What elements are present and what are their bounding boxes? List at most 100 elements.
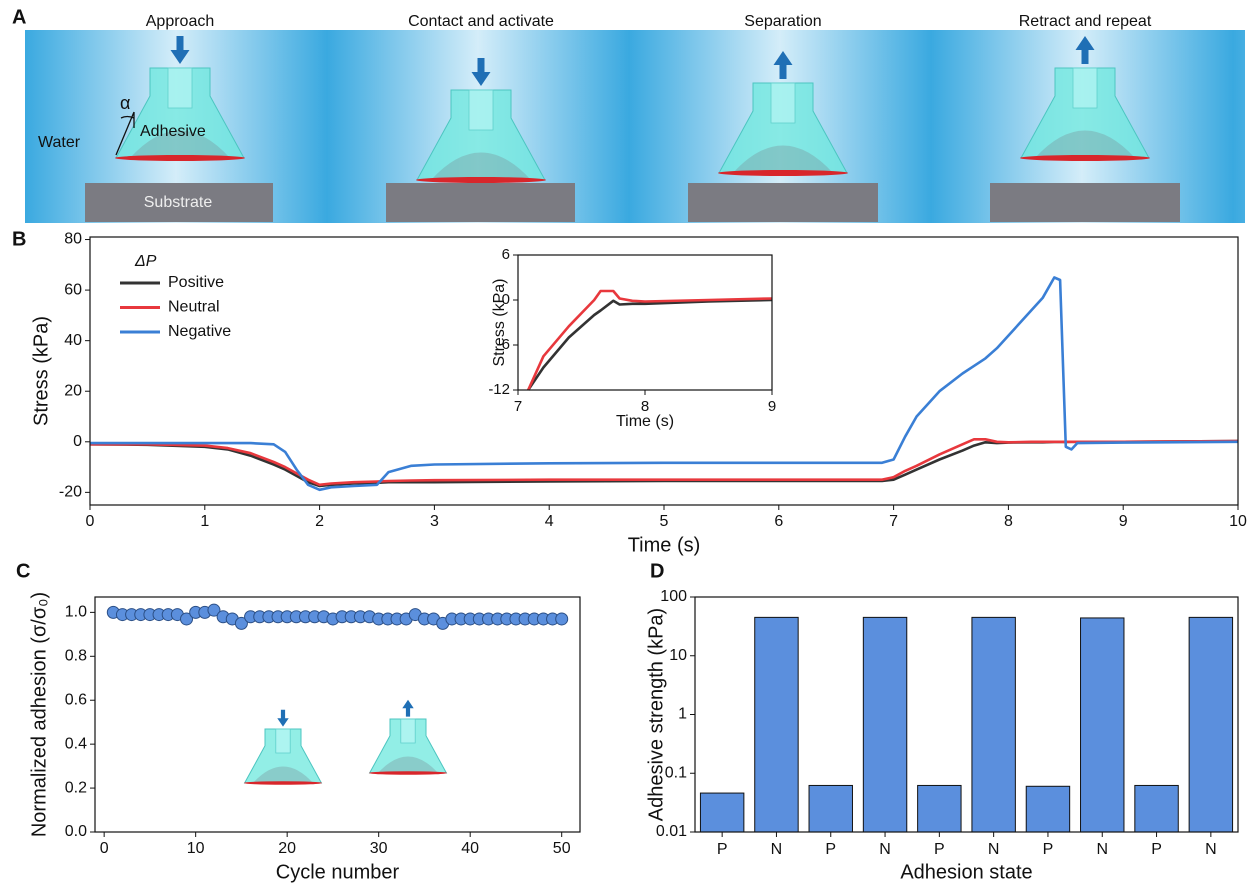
- y-axis-label: Stress (kPa): [30, 316, 52, 426]
- cone-dome: [378, 756, 438, 773]
- y-axis-label: Adhesive strength (kPa): [645, 608, 667, 821]
- x-tick-label: P: [717, 841, 728, 858]
- cone-dome: [130, 130, 230, 158]
- cone-dome: [733, 145, 833, 173]
- legend-title: ΔP: [134, 253, 157, 270]
- x-tick-label: 4: [545, 513, 554, 530]
- substrate: [386, 183, 575, 222]
- y-axis-label: Normalized adhesion (σ/σ₀): [28, 592, 50, 837]
- x-tick-label: N: [988, 841, 1000, 858]
- y-tick-label: 0: [73, 433, 82, 450]
- adhesive-rim: [718, 170, 848, 176]
- cone-stem: [468, 89, 494, 131]
- plot-area: [518, 255, 772, 390]
- step-title: Contact and activate: [408, 13, 554, 30]
- x-tick-label: 9: [1119, 513, 1128, 530]
- panel-label: D: [650, 560, 664, 582]
- cone-stem: [1072, 67, 1098, 109]
- y-tick-label: -20: [59, 484, 82, 501]
- x-tick-label: 0: [86, 513, 95, 530]
- data-line: [90, 438, 1239, 487]
- y-tick-label: -12: [488, 381, 510, 398]
- y-tick-label: 1.0: [65, 604, 87, 621]
- x-tick-label: 10: [1229, 513, 1247, 530]
- x-tick-label: 7: [889, 513, 898, 530]
- x-tick-label: 1: [200, 513, 209, 530]
- y-tick-label: 40: [64, 332, 82, 349]
- step-title: Retract and repeat: [1019, 13, 1152, 30]
- x-tick-label: P: [934, 841, 945, 858]
- substrate-label: Substrate: [144, 194, 213, 211]
- x-tick-label: 9: [768, 398, 776, 415]
- legend-label: Neutral: [168, 299, 220, 316]
- up-arrow: [402, 699, 414, 717]
- y-tick-label: 0.6: [65, 691, 87, 708]
- x-tick-label: 8: [641, 398, 649, 415]
- cone-dome: [1035, 130, 1135, 158]
- y-tick-label: 0.8: [65, 648, 87, 665]
- x-tick-label: N: [771, 841, 783, 858]
- step-title: Approach: [146, 13, 215, 30]
- plot-frame: [694, 596, 1239, 833]
- bar: [754, 616, 799, 833]
- panel-label: C: [16, 560, 30, 582]
- data-point: [180, 612, 194, 626]
- cone-stem: [770, 82, 796, 124]
- bar: [1188, 616, 1234, 833]
- x-tick-label: 7: [514, 398, 522, 415]
- bar: [808, 784, 853, 833]
- y-tick-label: 0.4: [65, 735, 87, 752]
- y-tick-label: 20: [64, 382, 82, 399]
- bar: [1025, 785, 1071, 833]
- y-tick-label: 0.01: [656, 823, 687, 840]
- y-tick-label: 60: [64, 281, 82, 298]
- x-tick-label: P: [825, 841, 836, 858]
- x-tick-label: P: [1151, 841, 1162, 858]
- data-point: [207, 603, 221, 617]
- x-tick-label: 0: [100, 840, 109, 857]
- plot-frame: [89, 236, 1239, 506]
- y-tick-label: 0: [502, 291, 510, 308]
- angle-label: α: [120, 93, 130, 113]
- down-arrow: [277, 709, 289, 727]
- down-arrow: [170, 36, 190, 64]
- x-tick-label: 30: [370, 840, 388, 857]
- data-point: [555, 612, 569, 626]
- data-point: [234, 616, 248, 630]
- substrate: [688, 183, 878, 222]
- x-tick-label: 2: [315, 513, 324, 530]
- up-arrow: [773, 51, 793, 79]
- y-tick-label: 1: [678, 706, 687, 723]
- adhesive-rim: [369, 771, 447, 775]
- cone-stem: [400, 718, 416, 744]
- x-tick-label: N: [1205, 841, 1217, 858]
- step-title: Separation: [744, 13, 821, 30]
- angle-marker: [115, 111, 135, 156]
- x-tick-label: 40: [461, 840, 479, 857]
- x-axis-label: Cycle number: [276, 861, 400, 883]
- data-line: [527, 298, 773, 391]
- bar: [862, 616, 908, 833]
- up-arrow: [1075, 36, 1095, 64]
- x-tick-label: N: [879, 841, 891, 858]
- y-tick-label: 0.1: [665, 764, 687, 781]
- legend-label: Positive: [168, 274, 224, 291]
- x-tick-label: 8: [1004, 513, 1013, 530]
- cone-stem: [167, 67, 193, 109]
- y-tick-label: 80: [64, 231, 82, 248]
- adhesive-rim: [115, 155, 245, 161]
- x-tick-label: 5: [660, 513, 669, 530]
- y-tick-label: 6: [502, 246, 510, 263]
- substrate: [85, 183, 273, 222]
- panel-label: A: [12, 6, 26, 28]
- cone-stem: [275, 728, 291, 754]
- x-tick-label: 3: [430, 513, 439, 530]
- y-tick-label: 10: [669, 647, 687, 664]
- x-tick-label: 20: [278, 840, 296, 857]
- bar: [917, 784, 962, 833]
- plot-frame: [517, 254, 773, 391]
- bar: [699, 792, 745, 833]
- down-arrow: [471, 58, 491, 86]
- x-tick-label: 50: [553, 840, 571, 857]
